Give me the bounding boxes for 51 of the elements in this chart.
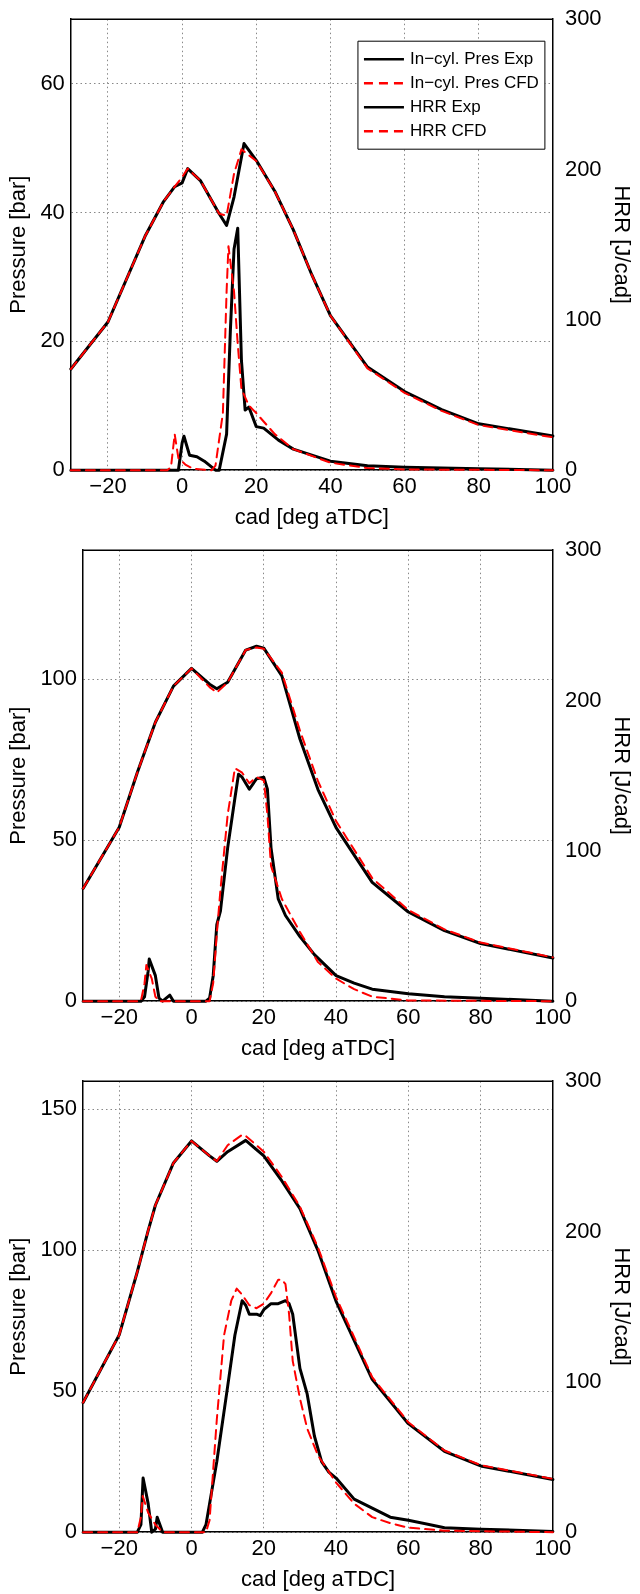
y-tick-label: 40 <box>40 198 65 224</box>
x-tick-label: 80 <box>468 1535 493 1561</box>
x-tick-label: −20 <box>100 1535 138 1561</box>
y-tick-label: 20 <box>40 327 65 353</box>
y2-tick-label: 100 <box>564 836 602 862</box>
x-tick-label: 0 <box>175 473 189 499</box>
y-tick-label: 100 <box>40 665 78 691</box>
legend-label: HRR CFD <box>409 120 487 140</box>
y-tick-label: 60 <box>40 69 65 95</box>
y-tick-label: 0 <box>64 1518 78 1544</box>
x-tick-label: 20 <box>251 1535 277 1561</box>
x-axis-title: cad [deg aTDC] <box>240 1565 396 1591</box>
x-tick-label: 60 <box>396 1535 421 1561</box>
y2-tick-label: 300 <box>564 536 602 562</box>
y2-tick-label: 100 <box>564 305 602 331</box>
x-tick-label: 0 <box>185 1535 198 1561</box>
x-tick-label: 20 <box>251 1004 277 1030</box>
y-tick-label: 150 <box>40 1095 78 1121</box>
y-tick-label: 100 <box>40 1236 78 1262</box>
y2-axis-title: HRR [J/cad] <box>609 1247 635 1366</box>
x-tick-label: −20 <box>100 1004 138 1030</box>
x-tick-label: 0 <box>185 1004 198 1030</box>
y-tick-label: 0 <box>52 456 65 482</box>
x-axis-title: cad [deg aTDC] <box>240 1034 396 1060</box>
y2-tick-label: 300 <box>564 1067 602 1093</box>
x-tick-label: 20 <box>244 473 269 499</box>
y2-tick-label: 100 <box>564 1367 602 1393</box>
legend-label: HRR Exp <box>409 96 481 116</box>
y-tick-label: 0 <box>64 987 78 1013</box>
x-tick-label: 40 <box>323 1004 349 1030</box>
x-tick-label: 40 <box>318 473 343 499</box>
y2-tick-label: 200 <box>564 1217 602 1243</box>
y2-tick-label: 200 <box>564 155 602 181</box>
y-tick-label: 50 <box>52 826 78 852</box>
y2-axis-title: HRR [J/cad] <box>609 716 635 835</box>
legend-label: In−cyl. Pres Exp <box>409 48 534 68</box>
x-tick-label: 60 <box>392 473 417 499</box>
x-axis-title: cad [deg aTDC] <box>234 503 389 529</box>
x-tick-label: −20 <box>89 473 127 499</box>
y-tick-label: 50 <box>52 1377 78 1403</box>
y-axis-title: Pressure [bar] <box>5 706 31 845</box>
x-tick-label: 60 <box>396 1004 421 1030</box>
x-tick-label: 80 <box>468 1004 493 1030</box>
y-axis-title: Pressure [bar] <box>5 1237 31 1376</box>
y-axis-title: Pressure [bar] <box>5 175 31 314</box>
y2-axis-title: HRR [J/cad] <box>609 185 635 304</box>
x-tick-label: 80 <box>466 473 491 499</box>
legend-label: In−cyl. Pres CFD <box>409 72 539 92</box>
y2-tick-label: 300 <box>564 5 602 31</box>
y2-tick-label: 200 <box>564 686 602 712</box>
x-tick-label: 40 <box>323 1535 349 1561</box>
